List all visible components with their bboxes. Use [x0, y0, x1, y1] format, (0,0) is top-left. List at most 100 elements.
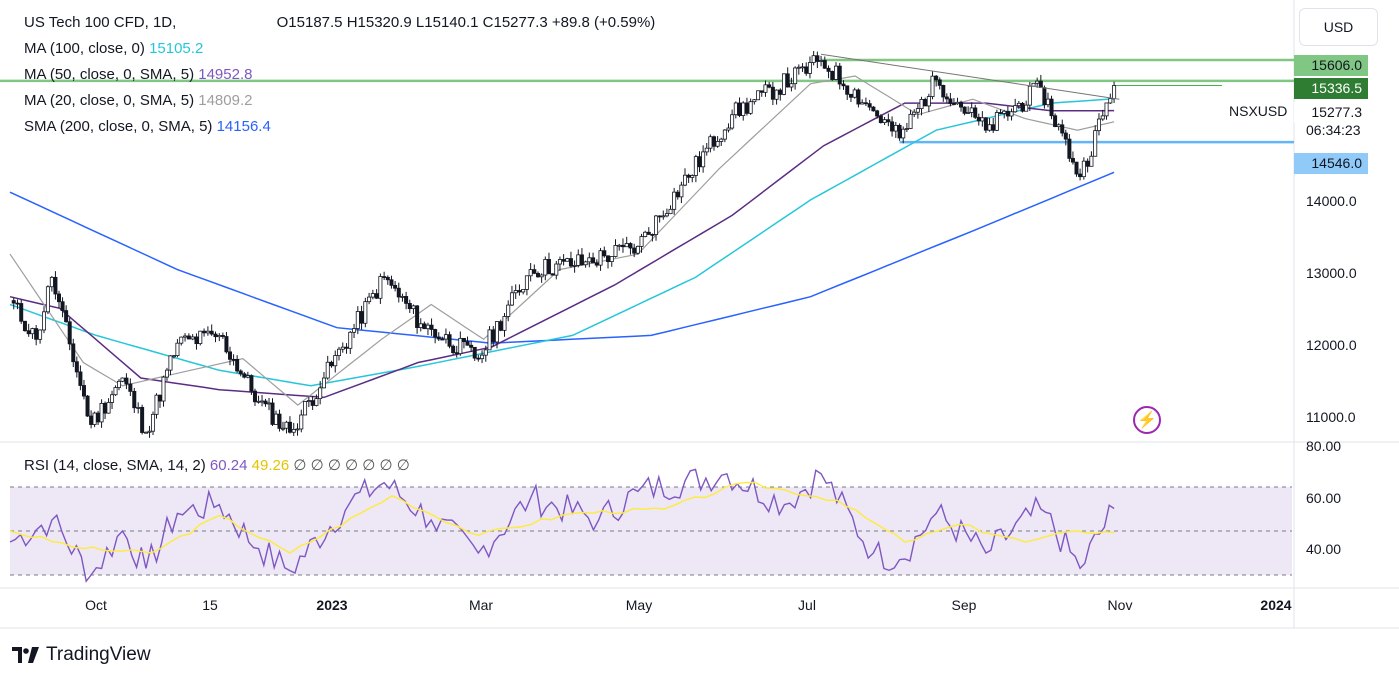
candle-body: [472, 346, 477, 359]
rsi-line: [9, 468, 1115, 583]
candle: [38, 329, 43, 344]
legend-sma200[interactable]: SMA (200, close, 0, SMA, 5) 14156.4: [24, 114, 655, 140]
legend-ma20[interactable]: MA (20, close, 0, SMA, 5) 14809.2: [24, 88, 655, 114]
candle-body: [532, 269, 537, 274]
candle: [374, 289, 379, 299]
candle-body: [1009, 111, 1014, 117]
candle: [407, 299, 412, 313]
ma100-line: [9, 98, 1115, 387]
candle: [683, 168, 688, 187]
candle-body: [1067, 138, 1072, 159]
candle: [491, 326, 496, 347]
candle-body: [819, 60, 824, 62]
legend-title-row: US Tech 100 CFD, 1D, O15187.5 H15320.9 L…: [24, 10, 655, 36]
time-tick: Jul: [798, 597, 816, 613]
candle-body: [617, 244, 622, 247]
candle: [915, 104, 920, 119]
candle: [267, 397, 272, 411]
candle-body: [329, 361, 334, 367]
candle-body: [49, 276, 54, 288]
candle: [1045, 92, 1050, 108]
candle: [277, 409, 282, 432]
legend-ma100[interactable]: MA (100, close, 0) 15105.2: [24, 36, 655, 62]
candle: [539, 273, 544, 283]
candle: [303, 401, 308, 416]
currency-button[interactable]: USD: [1299, 8, 1378, 46]
rsi-legend[interactable]: RSI (14, close, SMA, 14, 2) 60.24 49.26 …: [24, 456, 410, 474]
candle-body: [867, 103, 872, 108]
lightning-icon[interactable]: ⚡: [1133, 406, 1161, 434]
candle-body: [730, 114, 735, 129]
candle: [273, 410, 278, 425]
candle-body: [117, 380, 122, 388]
candle: [521, 288, 526, 295]
candle-body: [683, 174, 688, 186]
candle-body: [89, 415, 94, 425]
candle-body: [158, 394, 163, 402]
candle: [310, 396, 315, 410]
candle-body: [1042, 87, 1047, 106]
candle: [1002, 109, 1007, 119]
candle: [744, 97, 749, 116]
candle: [532, 264, 537, 275]
rsi-tick: 60.00: [1306, 490, 1342, 506]
candle-body: [164, 369, 169, 378]
candle-body: [1013, 105, 1018, 113]
tradingview-logo[interactable]: TradingView: [12, 644, 151, 666]
candle-body: [557, 259, 562, 265]
candle: [370, 289, 375, 300]
candle: [1035, 77, 1040, 88]
candle-body: [521, 288, 526, 293]
candle: [811, 51, 816, 66]
candle: [1067, 134, 1072, 162]
time-tick: Sep: [951, 597, 977, 613]
symbol-title[interactable]: US Tech 100 CFD, 1D,: [24, 14, 177, 31]
candle: [183, 333, 188, 342]
rsi-extra-values: ∅ ∅ ∅ ∅ ∅ ∅ ∅: [293, 457, 410, 474]
candle: [722, 129, 727, 143]
candle: [756, 90, 761, 101]
candle: [151, 411, 156, 435]
candle: [235, 355, 240, 373]
candle: [711, 135, 716, 151]
candle-body: [980, 117, 985, 122]
candle-body: [242, 373, 247, 378]
candle-body: [565, 258, 570, 262]
candle: [983, 117, 988, 133]
candle: [609, 256, 614, 267]
candle: [583, 260, 588, 268]
rsi-tick: 80.00: [1306, 438, 1342, 454]
candle-body: [528, 269, 533, 277]
candle: [325, 355, 330, 380]
candle-body: [154, 394, 159, 415]
candle-body: [715, 141, 720, 147]
candle: [433, 328, 438, 344]
candle-body: [941, 84, 946, 98]
candle-body: [400, 296, 405, 298]
candle-body: [834, 65, 839, 80]
candle-body: [882, 119, 887, 124]
candle-body: [643, 231, 648, 237]
candle-body: [852, 89, 857, 98]
symbol-tag: NSXUSD: [1229, 103, 1288, 119]
candle: [845, 85, 850, 100]
candle: [106, 398, 111, 414]
candle-body: [1081, 160, 1086, 178]
candle-body: [183, 335, 188, 338]
candle-body: [701, 151, 706, 168]
legend-ma50[interactable]: MA (50, close, 0, SMA, 5) 14952.8: [24, 62, 655, 88]
candle: [822, 56, 827, 69]
candle-body: [469, 344, 474, 348]
candle-body: [128, 383, 133, 392]
candle: [99, 399, 104, 428]
candle-body: [355, 311, 360, 329]
candle-body: [67, 321, 72, 345]
candle: [1009, 108, 1014, 121]
candle: [96, 410, 101, 425]
candle: [528, 262, 533, 282]
candle-body: [120, 377, 125, 382]
sma200-value: 14156.4: [216, 118, 271, 135]
candle: [565, 257, 570, 262]
candle-body: [893, 124, 898, 132]
